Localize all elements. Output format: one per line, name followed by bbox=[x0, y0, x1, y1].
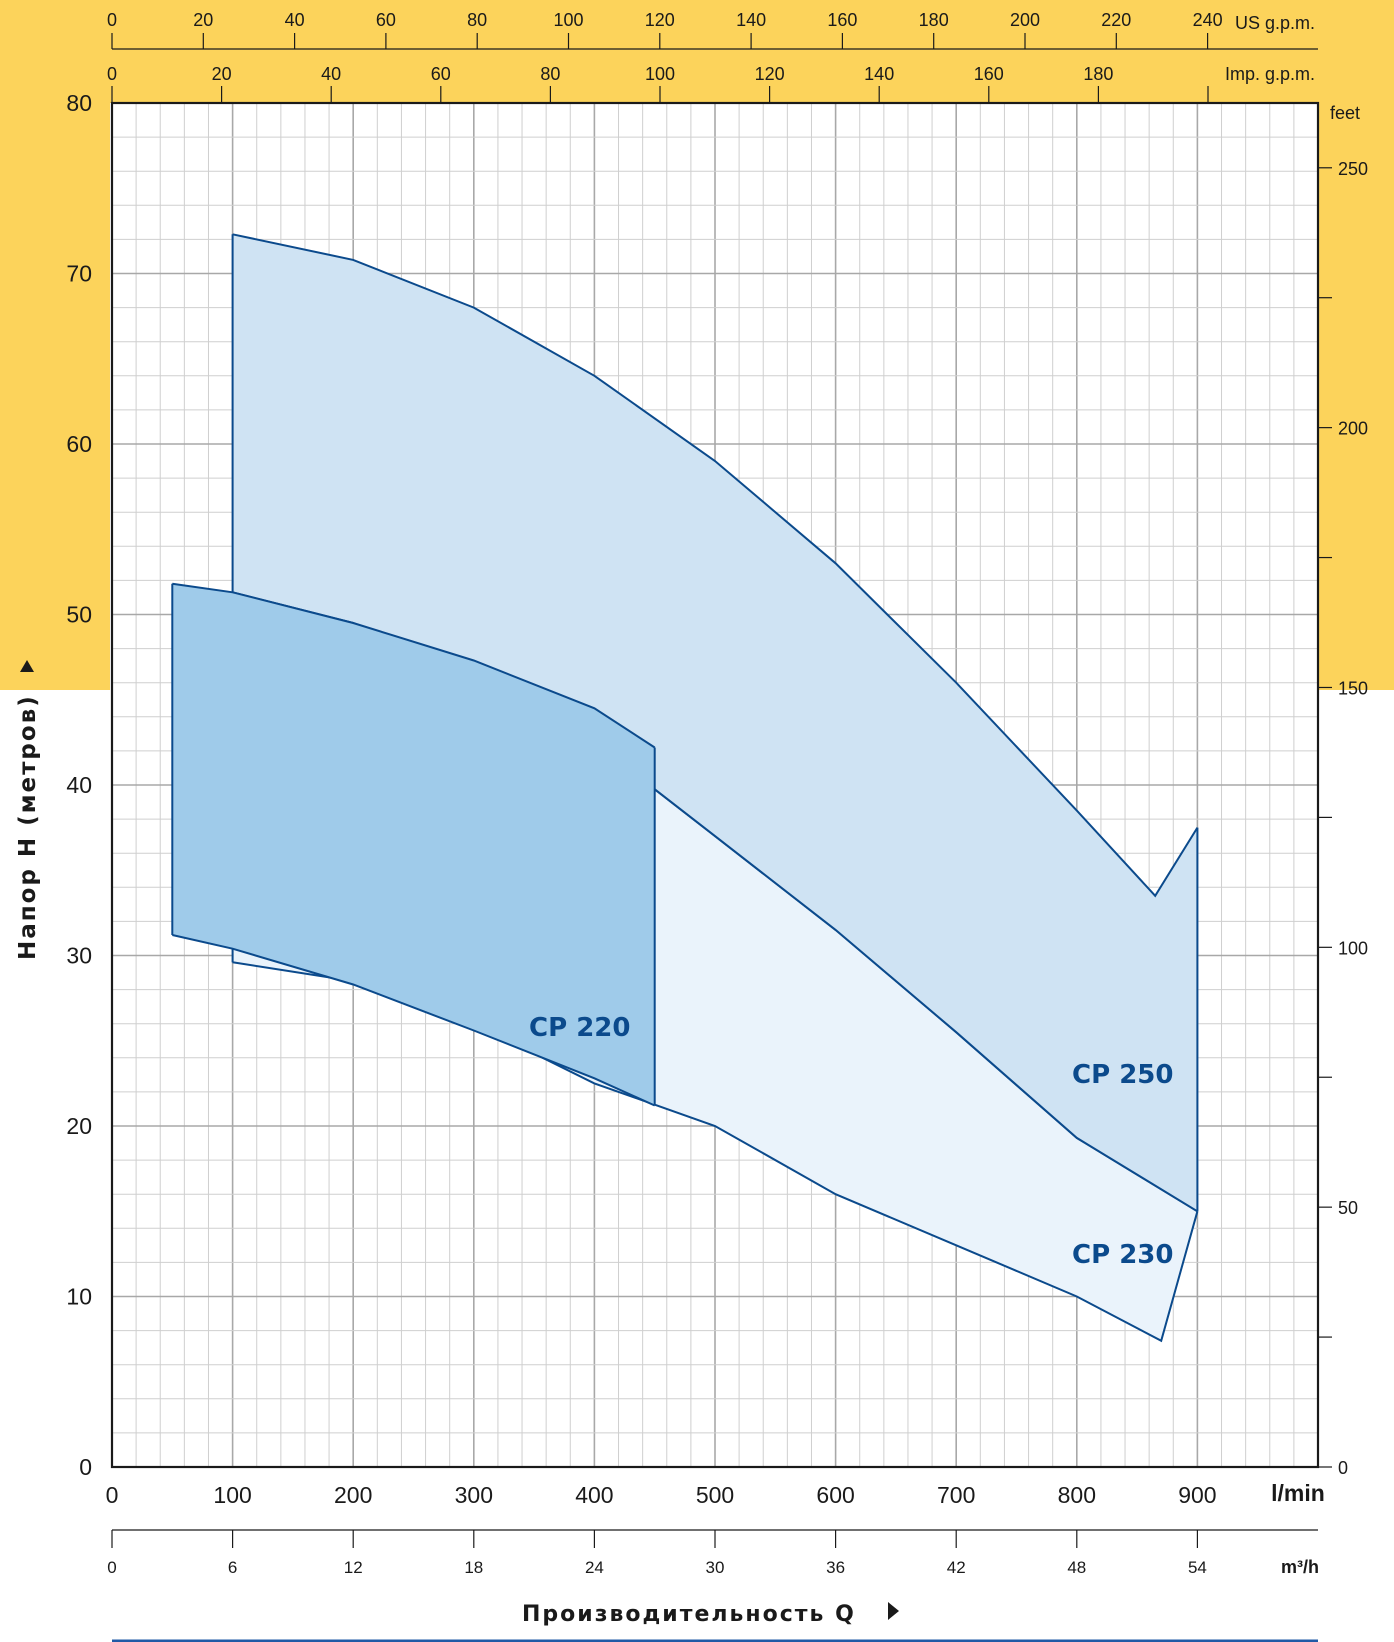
m3h-tick-label: 42 bbox=[947, 1558, 966, 1577]
y-tick-label: 0 bbox=[79, 1454, 92, 1480]
us-gpm-tick-label: 240 bbox=[1193, 10, 1223, 30]
curve-upper-cp-250 bbox=[232, 233, 1199, 898]
m3h-tick-label: 0 bbox=[107, 1558, 116, 1577]
y-tick-label: 80 bbox=[66, 90, 92, 116]
imp-gpm-tick-label: 120 bbox=[755, 64, 785, 84]
feet-tick-label: 250 bbox=[1338, 159, 1368, 179]
m3h-tick-label: 54 bbox=[1188, 1558, 1207, 1577]
feet-tick-label: 0 bbox=[1338, 1458, 1348, 1478]
imp-gpm-unit-label: Imp. g.p.m. bbox=[1225, 64, 1315, 84]
x-axis-title: Производительность Q bbox=[522, 1602, 856, 1627]
x-tick-label: 800 bbox=[1058, 1482, 1096, 1508]
banner-top bbox=[0, 0, 1394, 103]
m3h-tick-label: 6 bbox=[228, 1558, 237, 1577]
imp-gpm-tick-label: 180 bbox=[1083, 64, 1113, 84]
series-areas bbox=[171, 233, 1199, 1343]
x-axis-arrow-icon bbox=[888, 1602, 899, 1620]
m3h-tick-label: 18 bbox=[464, 1558, 483, 1577]
us-gpm-tick-label: 160 bbox=[827, 10, 857, 30]
y-tick-label: 70 bbox=[66, 261, 92, 287]
m3h-tick-label: 12 bbox=[344, 1558, 363, 1577]
us-gpm-tick-label: 100 bbox=[553, 10, 583, 30]
us-gpm-tick-label: 0 bbox=[107, 10, 117, 30]
us-gpm-tick-label: 220 bbox=[1101, 10, 1131, 30]
y-tick-label: 60 bbox=[66, 431, 92, 457]
imp-gpm-tick-label: 0 bbox=[107, 64, 117, 84]
series-label-cp-220: CP 220 bbox=[529, 1013, 630, 1043]
imp-gpm-tick-label: 20 bbox=[212, 64, 232, 84]
y-axis-title: Напор H (метров) bbox=[15, 694, 41, 960]
imp-gpm-tick-label: 40 bbox=[321, 64, 341, 84]
imp-gpm-tick-label: 160 bbox=[974, 64, 1004, 84]
curve-lower-cp-220 bbox=[172, 934, 656, 1107]
x-tick-label: 900 bbox=[1178, 1482, 1216, 1508]
imp-gpm-tick-label: 80 bbox=[540, 64, 560, 84]
us-gpm-tick-label: 60 bbox=[376, 10, 396, 30]
imp-gpm-tick-label: 140 bbox=[864, 64, 894, 84]
m3h-tick-label: 48 bbox=[1067, 1558, 1086, 1577]
plot-frame bbox=[110, 101, 1320, 1469]
us-gpm-tick-label: 200 bbox=[1010, 10, 1040, 30]
banner-right bbox=[1318, 0, 1394, 690]
x-tick-label: 300 bbox=[455, 1482, 493, 1508]
series-label-cp-230: CP 230 bbox=[1072, 1240, 1173, 1270]
feet-tick-label: 50 bbox=[1338, 1198, 1358, 1218]
us-gpm-tick-label: 80 bbox=[467, 10, 487, 30]
x-tick-label: 0 bbox=[106, 1482, 119, 1508]
m3h-unit-label: m³/h bbox=[1281, 1557, 1319, 1577]
feet-unit-label: feet bbox=[1330, 103, 1360, 123]
y-tick-label: 20 bbox=[66, 1113, 92, 1139]
x-unit-label: l/min bbox=[1271, 1480, 1325, 1506]
axes bbox=[110, 33, 1332, 1548]
us-gpm-tick-label: 140 bbox=[736, 10, 766, 30]
curve-upper-cp-220 bbox=[172, 582, 656, 749]
y-tick-label: 10 bbox=[66, 1284, 92, 1310]
us-gpm-tick-label: 120 bbox=[645, 10, 675, 30]
us-gpm-tick-label: 20 bbox=[193, 10, 213, 30]
feet-tick-label: 100 bbox=[1338, 938, 1368, 958]
us-gpm-unit-label: US g.p.m. bbox=[1235, 13, 1315, 33]
series-label-cp-250: CP 250 bbox=[1072, 1060, 1173, 1090]
y-axis-arrow-icon bbox=[20, 660, 34, 672]
x-tick-label: 500 bbox=[696, 1482, 734, 1508]
x-tick-label: 700 bbox=[937, 1482, 975, 1508]
imp-gpm-tick-label: 100 bbox=[645, 64, 675, 84]
x-tick-label: 400 bbox=[575, 1482, 613, 1508]
feet-tick-label: 150 bbox=[1338, 678, 1368, 698]
area-cp-250 bbox=[232, 234, 1198, 1212]
y-tick-label: 40 bbox=[66, 772, 92, 798]
area-cp-220 bbox=[172, 583, 655, 1106]
us-gpm-tick-label: 180 bbox=[919, 10, 949, 30]
feet-tick-label: 200 bbox=[1338, 419, 1368, 439]
tick-labels: 0 100 200 300 400 500 600 700 800 900 l/min0102030… bbox=[66, 10, 1368, 1577]
x-tick-label: 600 bbox=[816, 1482, 854, 1508]
x-tick-label: 100 bbox=[213, 1482, 251, 1508]
m3h-tick-label: 36 bbox=[826, 1558, 845, 1577]
banner-left bbox=[0, 0, 110, 690]
m3h-tick-label: 24 bbox=[585, 1558, 604, 1577]
y-tick-label: 30 bbox=[66, 943, 92, 969]
imp-gpm-tick-label: 60 bbox=[431, 64, 451, 84]
y-tick-label: 50 bbox=[66, 602, 92, 628]
m3h-tick-label: 30 bbox=[706, 1558, 725, 1577]
x-tick-label: 200 bbox=[334, 1482, 372, 1508]
us-gpm-tick-label: 40 bbox=[285, 10, 305, 30]
